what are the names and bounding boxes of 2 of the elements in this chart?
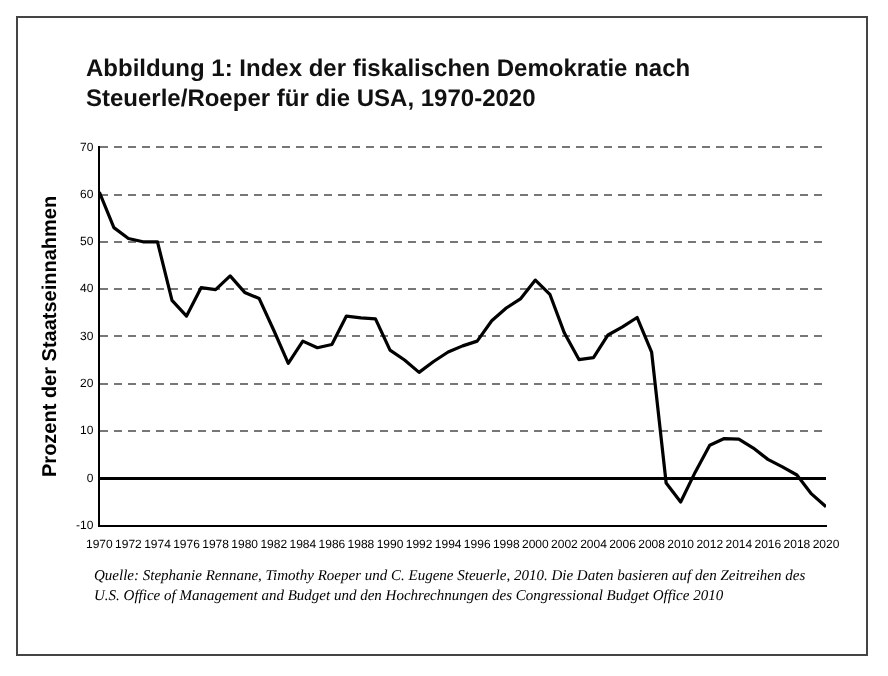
y-axis-title: Prozent der Staatseinnahmen xyxy=(39,195,62,477)
chart-title: Abbildung 1: Index der fiskalischen Demokratie nach Steuerle/Roeper für die USA, 1970-2020 xyxy=(84,52,693,114)
